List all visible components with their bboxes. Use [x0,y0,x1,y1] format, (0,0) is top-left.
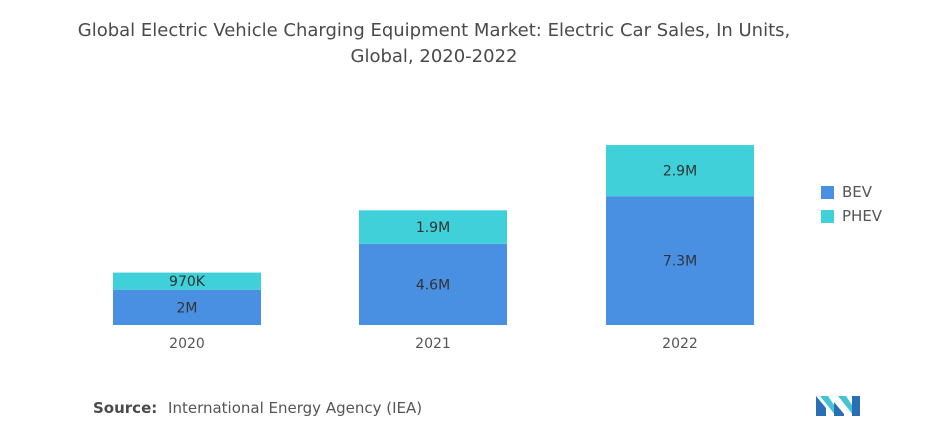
legend-label-phev: PHEV [842,207,883,225]
legend-item-bev[interactable]: BEV [821,180,882,204]
source-label: Source: [93,399,158,417]
source-note: Source: International Energy Agency (IEA… [93,399,422,417]
chart-title-line-2: Global, 2020-2022 [350,46,518,67]
chart-legend: BEV PHEV [821,180,882,228]
data-label-phev-2020: 970K [169,274,206,290]
x-tick-label-2021: 2021 [415,336,451,352]
chart-title: Global Electric Vehicle Charging Equipme… [0,18,868,70]
data-label-bev-2022: 7.3M [663,254,697,270]
legend-swatch-bev [821,185,834,199]
legend-swatch-phev [821,209,834,223]
legend-label-bev: BEV [842,183,873,201]
bar-bev-2021[interactable] [359,243,507,325]
data-label-phev-2022: 2.9M [663,164,697,180]
legend-item-phev[interactable]: PHEV [821,204,882,228]
x-tick-label-2022: 2022 [662,336,698,352]
mordor-intelligence-logo-icon [816,394,860,420]
bar-bev-2022[interactable] [606,196,754,325]
bar-phev-2021[interactable] [359,210,507,244]
x-tick-label-2020: 2020 [169,336,205,352]
chart-title-line-1: Global Electric Vehicle Charging Equipme… [77,20,791,41]
bar-phev-2022[interactable] [606,145,754,197]
data-label-bev-2020: 2M [177,300,198,316]
source-text: International Energy Agency (IEA) [168,399,423,417]
bar-bev-2020[interactable] [113,289,261,325]
data-label-bev-2021: 4.6M [416,277,450,293]
bar-phev-2020[interactable] [113,272,261,290]
data-label-phev-2021: 1.9M [416,220,450,236]
